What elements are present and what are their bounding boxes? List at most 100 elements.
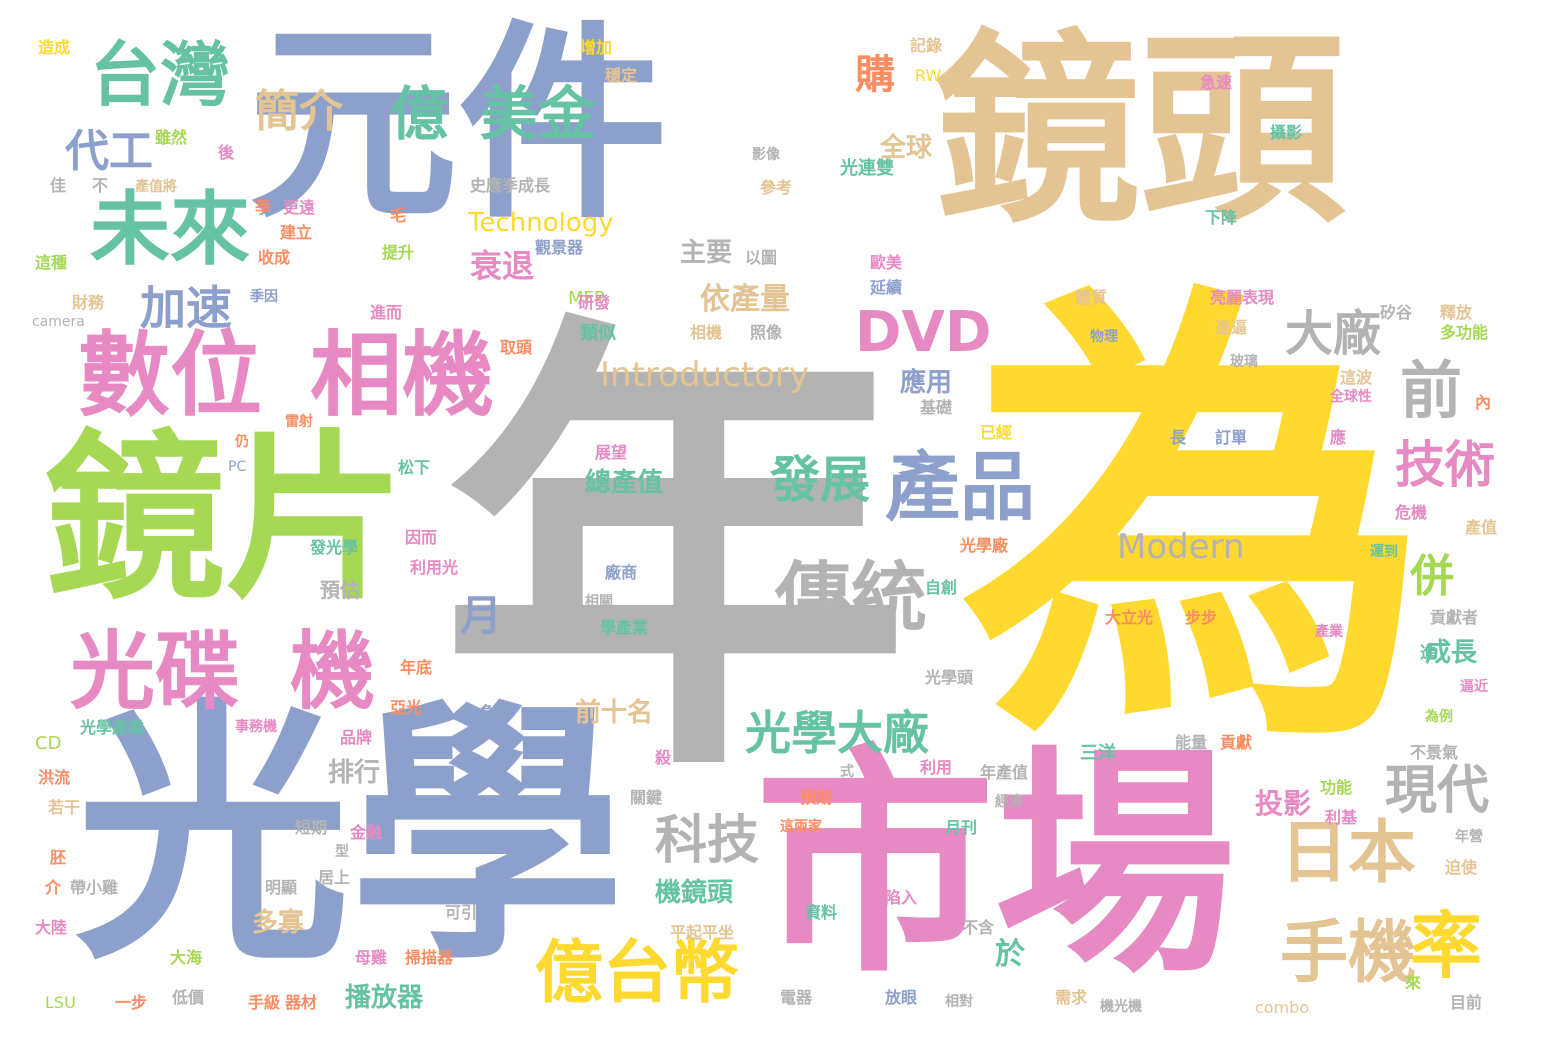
word-shichang: 市場 xyxy=(755,725,1236,1005)
word-dvd: DVD xyxy=(855,300,992,365)
word-small-121: 不 xyxy=(92,176,109,195)
word-small-62: combo xyxy=(1255,998,1310,1017)
word-small-91: 殺 xyxy=(655,748,672,767)
word-guangxue: 光學 xyxy=(75,677,625,997)
word-chanpin: 產品 xyxy=(885,443,1036,531)
word-small-78: 若干 xyxy=(48,798,81,817)
word-small-117: 更遠 xyxy=(283,198,316,217)
word-small-31: 貢獻者 xyxy=(1430,608,1479,627)
word-small-84: 事務機 xyxy=(235,719,277,735)
word-weilai: 未來 xyxy=(90,183,250,276)
word-small-123: 後 xyxy=(218,143,235,162)
word-small-129: 急速 xyxy=(1200,73,1233,92)
word-small-82: 品牌 xyxy=(340,728,373,747)
word-zhuyao: 主要 xyxy=(680,238,733,268)
word-small-19: 玻璃 xyxy=(1230,354,1258,370)
word-yuanjian: 元件 xyxy=(248,2,669,247)
word-small-51: 可引 xyxy=(445,903,478,922)
word-small-54: 帶小雞 xyxy=(70,878,119,897)
word-small-85: 光學產業 xyxy=(80,718,145,737)
word-small-20: 全球性 xyxy=(1330,389,1372,405)
word-yichanliang: 依產量 xyxy=(700,282,790,317)
word-small-50: 平起平坐 xyxy=(670,923,735,942)
word-small-105: 雷射 xyxy=(285,414,313,430)
word-small-57: 電器 xyxy=(780,988,813,1007)
word-small-61: 機光機 xyxy=(1100,999,1142,1015)
word-small-36: 不景氣 xyxy=(1410,743,1459,762)
word-small-49: 不含 xyxy=(962,918,995,937)
word-small-120: 佳 xyxy=(50,176,67,195)
word-modern: Modern xyxy=(1117,527,1245,567)
word-small-124: 造成 xyxy=(38,38,71,57)
word-small-11: 延續 xyxy=(870,278,903,297)
word-shuaitui: 衰退 xyxy=(470,247,535,285)
word-small-33: 進 xyxy=(1420,643,1437,662)
word-small-35: 為例 xyxy=(1425,709,1453,725)
word-small-56: 器材 xyxy=(285,993,318,1012)
word-jingpian: 鏡片 xyxy=(45,415,406,624)
word-small-122: 雖然 xyxy=(155,128,188,147)
word-small-37: 能量 xyxy=(1175,733,1208,752)
word-small-92: 關鍵 xyxy=(630,788,663,807)
word-small-17: 多功能 xyxy=(1440,323,1489,342)
word-small-95: 廠商 xyxy=(605,563,638,582)
word-small-21: 內 xyxy=(1475,393,1492,412)
word-small-3: 類似 xyxy=(580,323,616,344)
word-small-104: 仍 xyxy=(235,434,249,450)
word-small-72: 大陸 xyxy=(35,918,68,937)
word-small-48: 陷入 xyxy=(885,888,918,907)
word-keji: 科技 xyxy=(655,811,760,871)
word-small-106: 已經 xyxy=(980,423,1013,442)
word-small-119: 產值將 xyxy=(135,179,177,195)
word-bofangqi: 播放器 xyxy=(345,983,424,1013)
word-small-18: 進逼 xyxy=(1215,318,1248,337)
word-dachang: 大廠 xyxy=(1285,306,1382,362)
word-small-53: 居上 xyxy=(318,868,351,887)
word-small-75: 低價 xyxy=(172,988,205,1007)
word-qianshiming: 前十名 xyxy=(575,698,654,728)
word-small-45: 月刊 xyxy=(945,818,978,837)
word-small-23: 應 xyxy=(1330,428,1347,447)
word-small-98: 光學廠 xyxy=(960,536,1009,555)
word-small-28: 運到 xyxy=(1370,544,1398,560)
word-duogua: 多寡 xyxy=(252,908,305,938)
word-meijin: 美金 xyxy=(480,80,597,148)
word-small-88: 年底 xyxy=(400,658,433,677)
word-small-135: 取頭 xyxy=(500,338,533,357)
word-small-96: 預估 xyxy=(320,578,360,602)
word-small-109: camera xyxy=(32,314,85,330)
word-small-87: CD xyxy=(35,733,62,754)
word-small-127: 記錄 xyxy=(910,36,943,55)
word-small-30: 步步 xyxy=(1185,608,1218,627)
word-small-107: 基礎 xyxy=(920,398,953,417)
word-small-102: 松下 xyxy=(398,458,431,477)
word-small-69: 大海 xyxy=(170,948,203,967)
word-small-68: 功能 xyxy=(1320,778,1353,797)
word-guangxuedachang: 光學大廠 xyxy=(745,706,929,760)
word-small-74: 一步 xyxy=(115,993,148,1012)
word-small-26: 危機 xyxy=(1395,503,1428,522)
word-qian: 前 xyxy=(1400,354,1463,427)
word-small-67: 利基 xyxy=(1325,808,1358,827)
word-small-112: 進而 xyxy=(370,303,403,322)
word-small-13: 物理 xyxy=(1090,329,1118,345)
word-small-93: 學產業 xyxy=(600,618,649,637)
word-small-14: 亮麗表現 xyxy=(1210,288,1275,307)
word-taiwan: 台灣 xyxy=(90,34,230,116)
word-small-97: 利用光 xyxy=(410,558,459,577)
word-small-111: 季因 xyxy=(250,289,278,305)
word-chengzhang: 成長 xyxy=(1425,638,1478,668)
word-small-89: 光學頭 xyxy=(925,668,974,687)
word-small-38: 貢獻 xyxy=(1220,733,1253,752)
word-small-12: 體質 xyxy=(1075,288,1108,307)
word-small-10: 歐美 xyxy=(870,253,903,272)
word-jijingtou: 機鏡頭 xyxy=(655,878,734,908)
word-small-136: 觀景器 xyxy=(535,238,584,257)
word-small-108: 展望 xyxy=(595,443,628,462)
word-small-58: 放眼 xyxy=(885,988,918,1007)
word-small-5: 以圖 xyxy=(745,248,778,267)
word-small-4: 研發 xyxy=(578,293,611,312)
word-small-116: 提升 xyxy=(382,243,415,262)
word-small-64: 來 xyxy=(1405,973,1422,992)
